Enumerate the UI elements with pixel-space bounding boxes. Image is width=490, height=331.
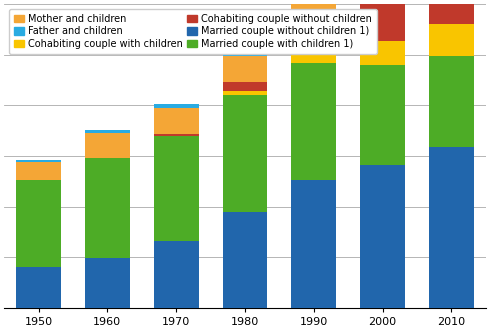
Bar — [360, 41, 405, 65]
Bar — [429, 24, 474, 56]
Bar — [85, 158, 130, 258]
Bar — [16, 180, 61, 266]
Bar — [85, 258, 130, 308]
Bar — [222, 56, 268, 82]
Bar — [429, 0, 474, 24]
Bar — [429, 56, 474, 147]
Bar — [222, 91, 268, 95]
Bar — [222, 52, 268, 56]
Bar — [85, 133, 130, 158]
Bar — [360, 0, 405, 4]
Bar — [292, 50, 336, 63]
Bar — [222, 213, 268, 308]
Bar — [292, 26, 336, 50]
Legend: Mother and children, Father and children, Cohabiting couple with children, Cohab: Mother and children, Father and children… — [9, 9, 377, 54]
Bar — [154, 134, 198, 136]
Bar — [154, 104, 198, 108]
Bar — [16, 266, 61, 308]
Bar — [292, 180, 336, 308]
Bar — [154, 241, 198, 308]
Bar — [154, 108, 198, 134]
Bar — [222, 82, 268, 91]
Bar — [292, 0, 336, 26]
Bar — [292, 63, 336, 180]
Bar — [16, 163, 61, 180]
Bar — [360, 4, 405, 41]
Bar — [16, 160, 61, 163]
Bar — [154, 136, 198, 241]
Bar — [360, 165, 405, 308]
Bar — [85, 129, 130, 133]
Bar — [429, 147, 474, 308]
Bar — [222, 95, 268, 213]
Bar — [360, 65, 405, 165]
